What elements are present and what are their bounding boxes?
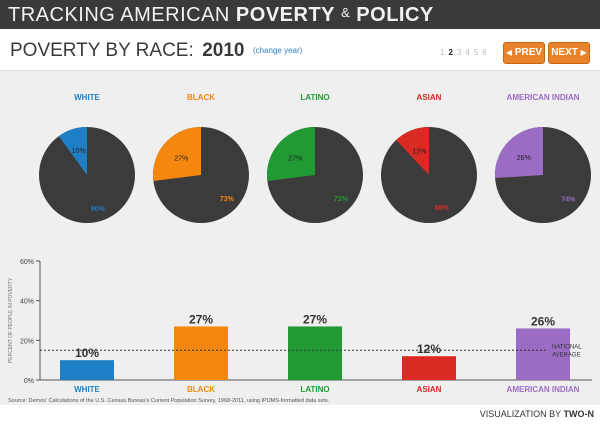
pie-title-american-indian: AMERICAN INDIAN: [507, 93, 580, 102]
pie-title-black: BLACK: [187, 93, 215, 102]
title-bar: TRACKING AMERICAN POVERTY & POLICY: [0, 0, 600, 29]
pie-label-american-indian-poverty: 26%: [517, 155, 531, 162]
visualization-credit: VISUALIZATION BY TWO-N: [480, 409, 594, 419]
next-button[interactable]: NEXT ▶: [548, 42, 590, 64]
pie-slice-asian-poverty: [396, 127, 429, 175]
pie-title-white: WHITE: [74, 93, 100, 102]
pie-slice-american-indian-poverty: [494, 127, 543, 179]
prev-button[interactable]: ◀ PREV: [503, 42, 545, 64]
pie-label-asian-poverty: 12%: [412, 149, 426, 156]
pie-label-american-indian-rest: 74%: [561, 197, 576, 204]
bar-value-label-white: 10%: [75, 346, 99, 360]
national-average-label-line1: NATIONAL: [552, 344, 582, 350]
bar-american-indian: [516, 328, 570, 380]
pie-title-asian: ASIAN: [417, 93, 442, 102]
pie-label-white-rest: 90%: [91, 206, 106, 213]
pie-label-black-rest: 73%: [220, 196, 235, 203]
bar-value-label-black: 27%: [189, 312, 213, 326]
x-category-label-latino: LATINO: [300, 385, 329, 394]
x-category-label-white: WHITE: [74, 385, 100, 394]
chart-area: WHITE 10% 90% BLACK 27% 73% LATINO 27% 73% ASIAN 1…: [0, 70, 600, 405]
title-ampersand: &: [341, 5, 351, 20]
pie-label-latino-rest: 73%: [334, 196, 349, 203]
page-link-5[interactable]: 5: [473, 48, 479, 57]
bar-value-label-american-indian: 26%: [531, 314, 555, 328]
footer: VISUALIZATION BY TWO-N: [0, 405, 600, 425]
pie-slice-white-poverty: [58, 127, 87, 175]
page-link-6[interactable]: 6: [482, 48, 487, 57]
bar-asian: [402, 356, 456, 380]
y-tick-label: 60%: [20, 259, 34, 266]
change-year-link[interactable]: (change year): [252, 46, 303, 55]
credit-prefix: VISUALIZATION BY: [479, 409, 561, 419]
bar-value-label-asian: 12%: [417, 342, 441, 356]
y-tick-label: 40%: [20, 299, 34, 306]
x-category-label-american-indian: AMERICAN INDIAN: [507, 385, 580, 394]
bar-black: [174, 326, 228, 380]
arrow-left-icon: ◀: [505, 48, 513, 57]
pie-title-latino: LATINO: [300, 93, 329, 102]
title-main: TRACKING AMERICAN: [8, 4, 230, 26]
page-link-3[interactable]: 3: [456, 48, 462, 57]
subheader-label: POVERTY BY RACE:: [10, 40, 194, 61]
title-bold-poverty: POVERTY: [235, 4, 335, 26]
bar-latino: [288, 326, 342, 380]
x-category-label-asian: ASIAN: [417, 385, 442, 394]
page-link-2[interactable]: 2: [448, 48, 453, 57]
bar-value-label-latino: 27%: [303, 312, 327, 326]
y-axis-label: PERCENT OF PEOPLE IN POVERTY: [8, 277, 14, 363]
x-category-label-black: BLACK: [187, 385, 215, 394]
next-button-label: NEXT: [551, 47, 578, 58]
subheader-year: 2010: [202, 40, 245, 61]
page-link-4[interactable]: 4: [465, 48, 470, 57]
page-link-1[interactable]: 1: [440, 48, 445, 57]
y-tick-label: 0%: [24, 378, 34, 385]
arrow-right-icon: ▶: [580, 48, 587, 57]
y-tick-label: 20%: [20, 338, 34, 345]
source-note: Source: Demos' Calculations of the U.S. …: [8, 398, 330, 404]
pie-label-white-poverty: 10%: [72, 148, 86, 155]
pie-label-latino-poverty: 27%: [288, 156, 302, 163]
national-average-label-line2: AVERAGE: [552, 352, 581, 358]
chart-svg: WHITE 10% 90% BLACK 27% 73% LATINO 27% 73% ASIAN 1…: [8, 93, 592, 404]
page-title: TRACKING AMERICAN POVERTY & POLICY: [8, 4, 434, 27]
chart-subheader: POVERTY BY RACE: 2010 (change year): [10, 40, 302, 62]
credit-name: TWO-N: [563, 409, 595, 419]
bar-white: [60, 360, 114, 380]
pie-label-black-poverty: 27%: [174, 156, 188, 163]
pie-label-asian-rest: 88%: [435, 205, 450, 212]
title-bold-policy: POLICY: [356, 4, 434, 26]
prev-button-label: PREV: [514, 47, 543, 58]
pie-slice-latino-poverty: [267, 127, 315, 182]
pie-slice-black-poverty: [153, 127, 201, 182]
